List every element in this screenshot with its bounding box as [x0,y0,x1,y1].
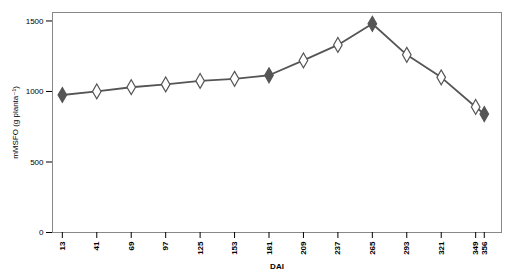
svg-text:293: 293 [402,241,411,255]
svg-text:209: 209 [299,241,308,255]
svg-text:500: 500 [30,158,44,167]
svg-text:1500: 1500 [26,17,44,26]
svg-text:349: 349 [471,241,481,255]
svg-text:97: 97 [161,241,170,250]
svg-text:181: 181 [265,241,274,255]
svg-text:0: 0 [39,228,44,237]
svg-text:13: 13 [58,241,67,250]
svg-text:DAI: DAI [270,262,284,271]
svg-text:237: 237 [333,241,342,255]
svg-text:321: 321 [437,241,446,255]
svg-text:356: 356 [480,241,489,255]
svg-text:41: 41 [92,241,101,250]
svg-text:125: 125 [196,241,205,255]
svg-text:mMSFO (g planta⁻¹): mMSFO (g planta⁻¹) [11,86,20,159]
svg-text:69: 69 [127,241,136,250]
svg-text:265: 265 [368,241,377,255]
svg-text:153: 153 [230,241,239,255]
svg-text:1000: 1000 [26,87,44,96]
